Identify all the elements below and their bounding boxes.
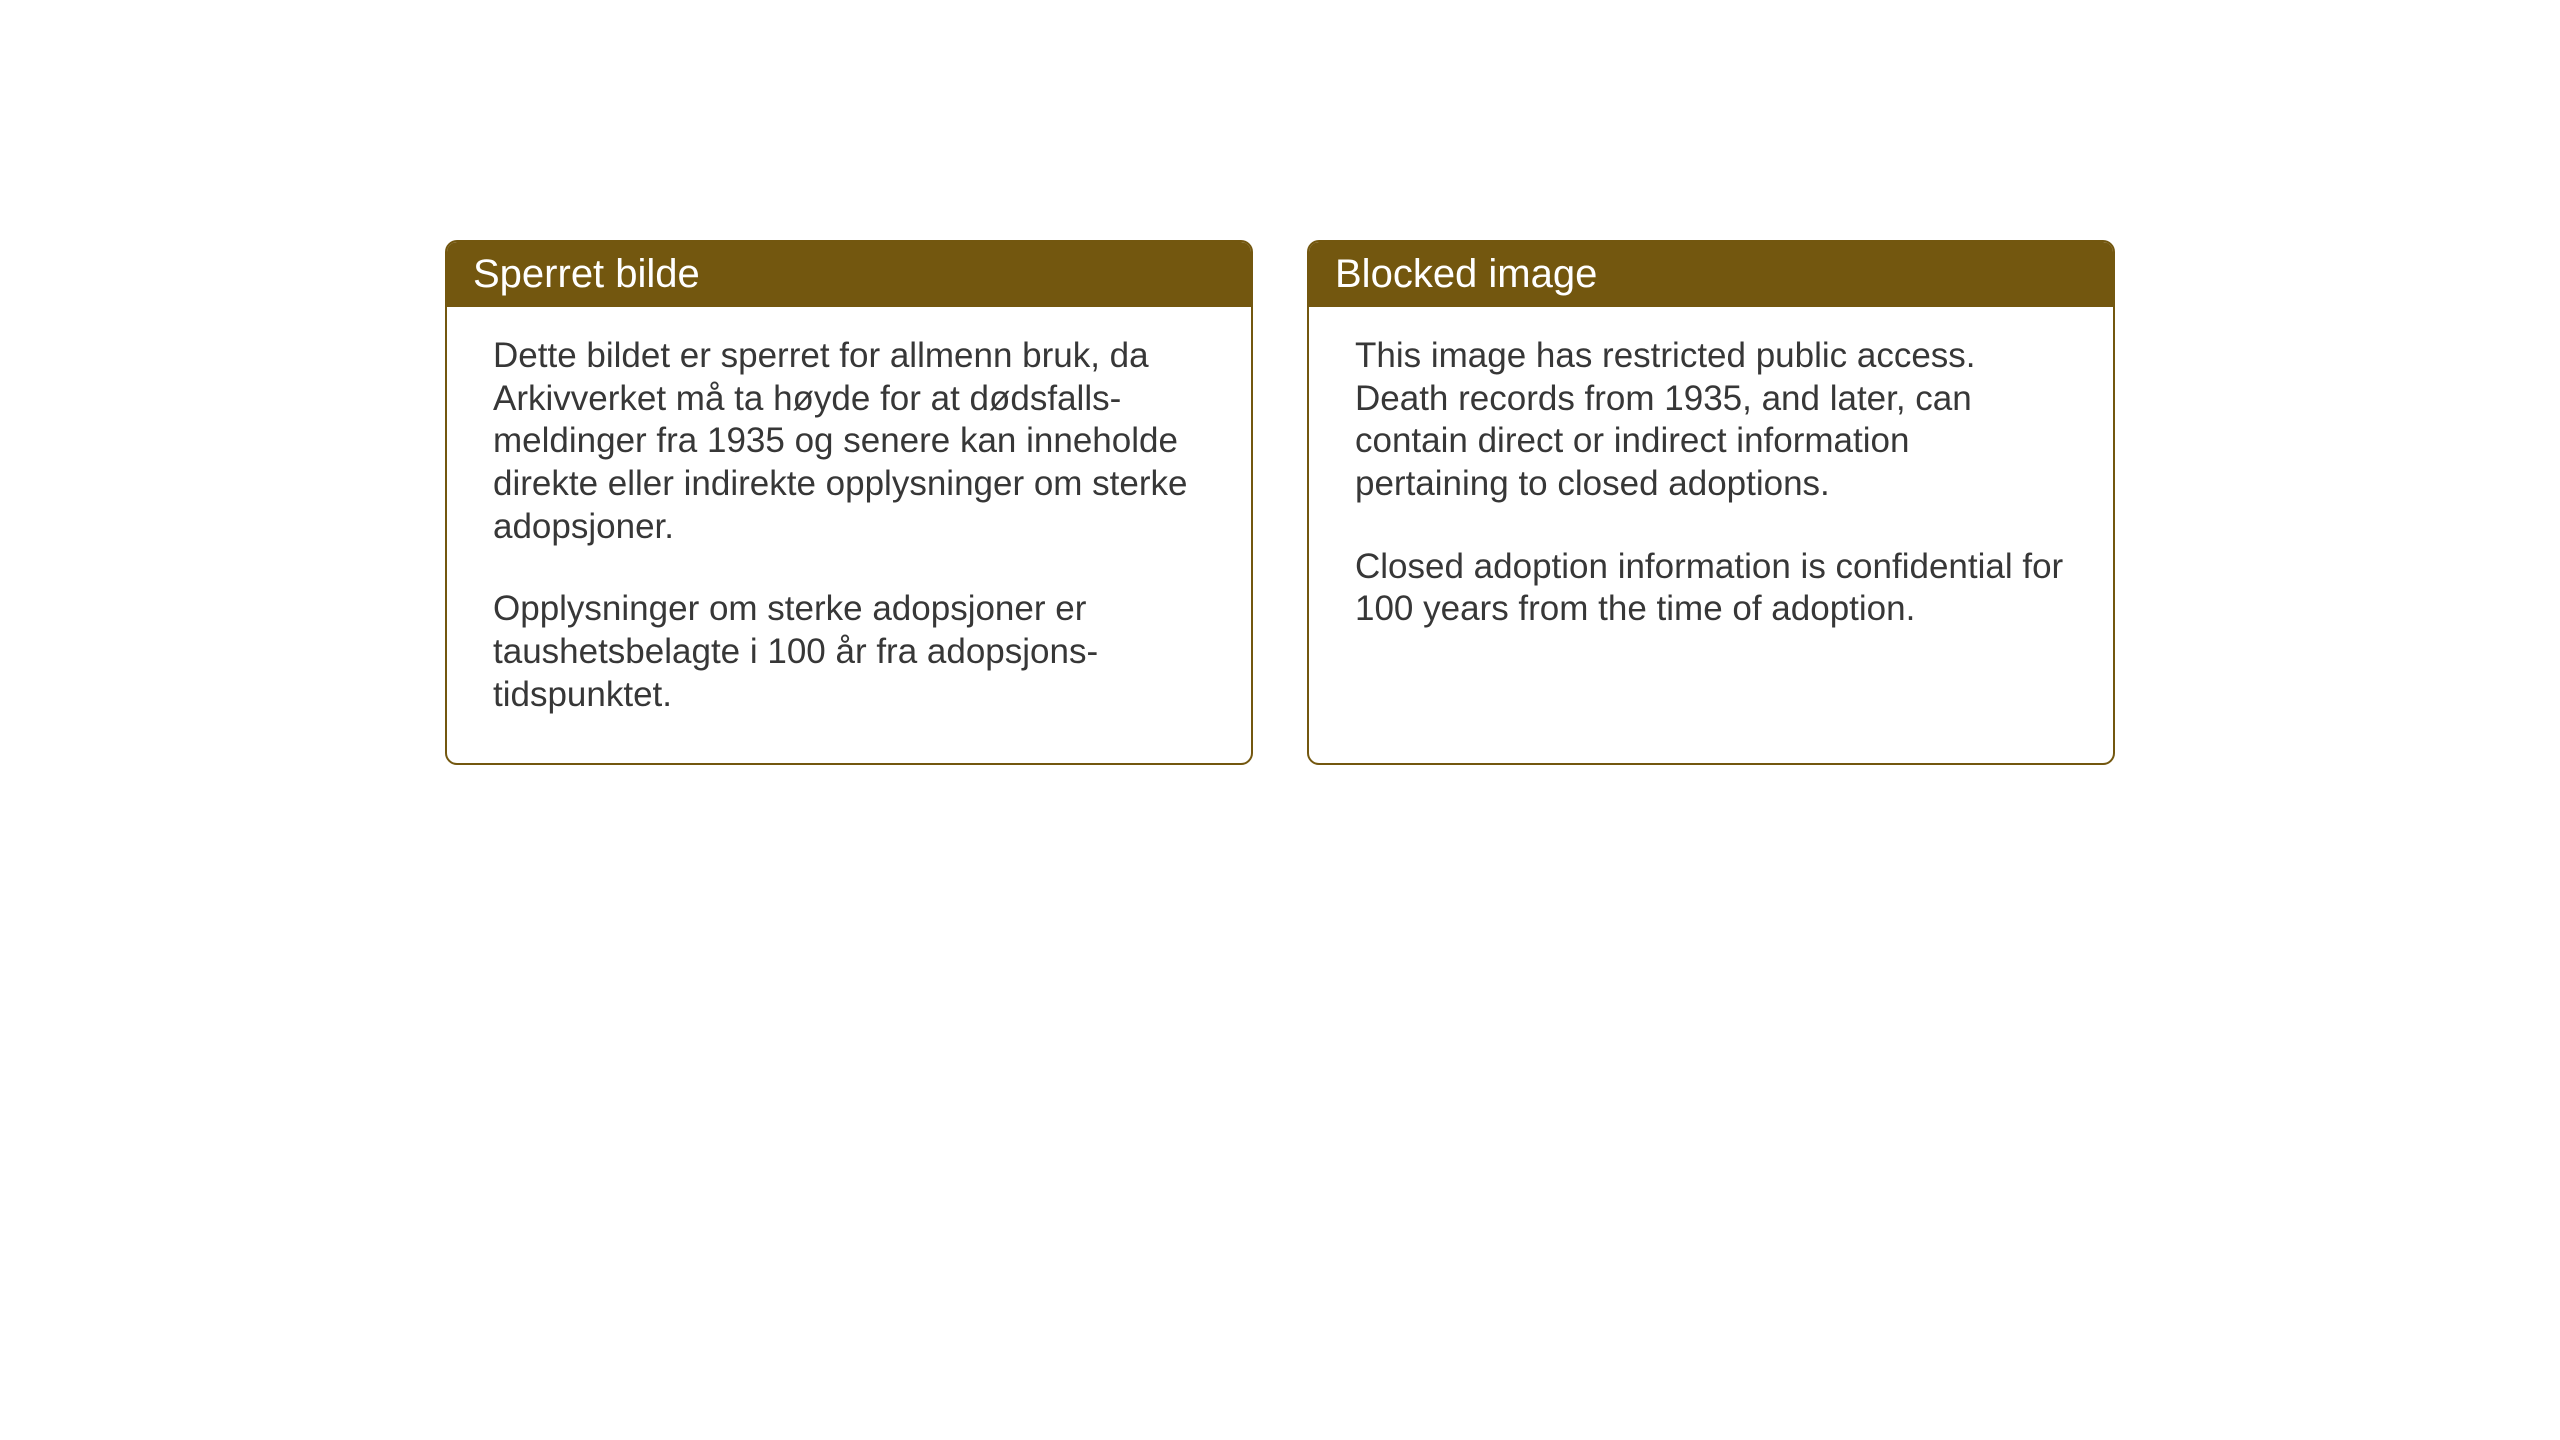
card-header-english: Blocked image <box>1309 242 2113 307</box>
card-paragraph2-norwegian: Opplysninger om sterke adopsjoner er tau… <box>493 588 1205 716</box>
card-body-english: This image has restricted public access.… <box>1309 307 2113 677</box>
card-english: Blocked image This image has restricted … <box>1307 240 2115 765</box>
card-body-norwegian: Dette bildet er sperret for allmenn bruk… <box>447 307 1251 763</box>
card-norwegian: Sperret bilde Dette bildet er sperret fo… <box>445 240 1253 765</box>
card-paragraph2-english: Closed adoption information is confident… <box>1355 546 2067 631</box>
card-header-norwegian: Sperret bilde <box>447 242 1251 307</box>
card-title-norwegian: Sperret bilde <box>473 252 700 296</box>
card-paragraph1-english: This image has restricted public access.… <box>1355 335 2067 506</box>
card-paragraph1-norwegian: Dette bildet er sperret for allmenn bruk… <box>493 335 1205 548</box>
card-title-english: Blocked image <box>1335 252 1597 296</box>
cards-container: Sperret bilde Dette bildet er sperret fo… <box>445 240 2115 765</box>
